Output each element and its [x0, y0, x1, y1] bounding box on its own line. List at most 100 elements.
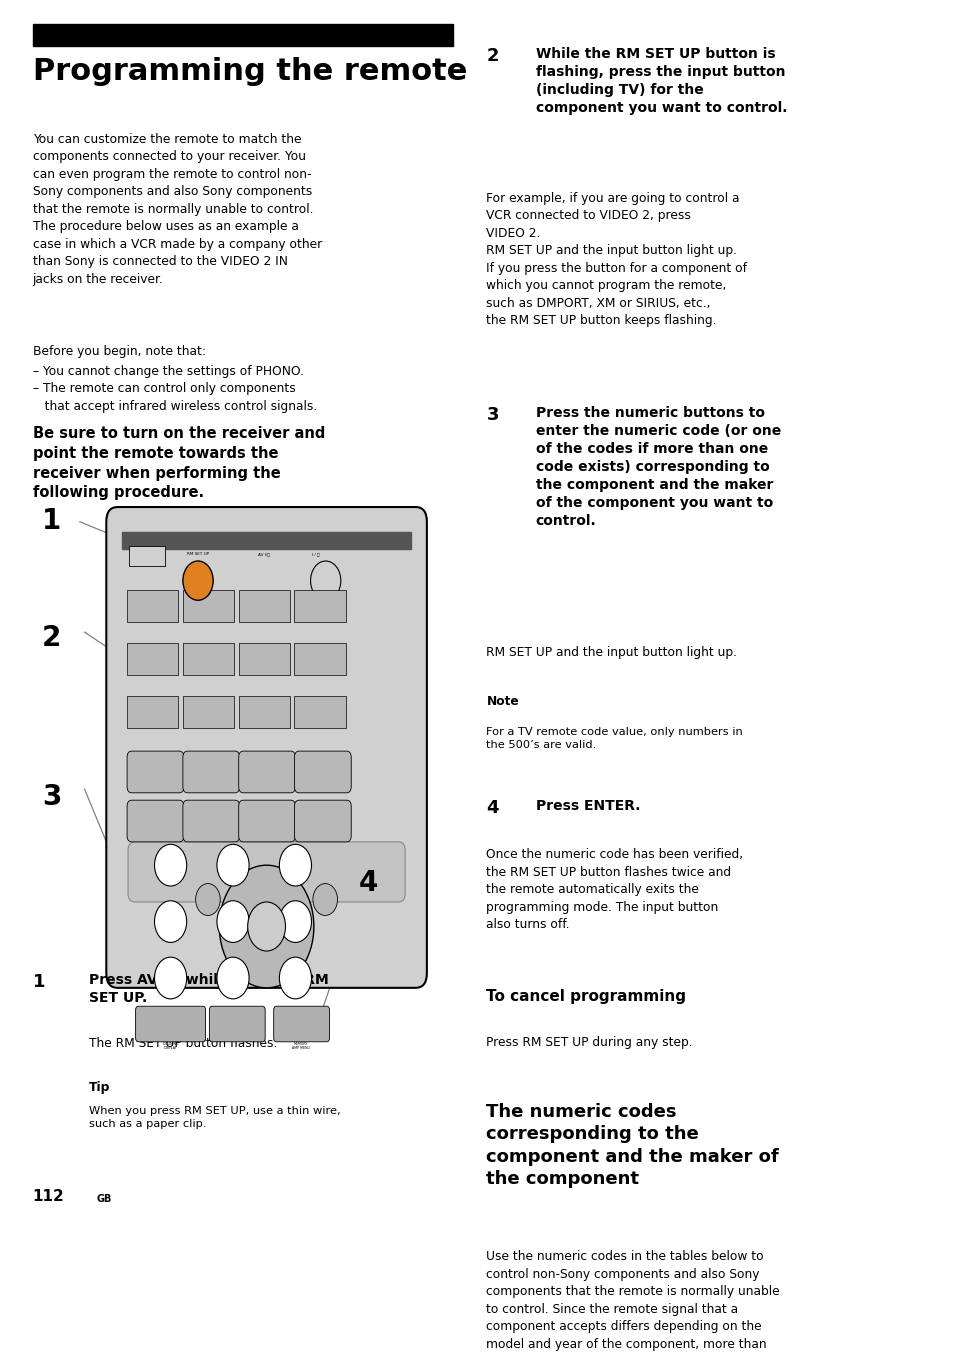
Text: 4: 4: [486, 799, 498, 817]
Bar: [294, 696, 345, 727]
Bar: [122, 531, 411, 549]
Text: For a TV remote code value, only numbers in
the 500’s are valid.: For a TV remote code value, only numbers…: [486, 726, 742, 750]
Bar: [183, 696, 233, 727]
Bar: [127, 644, 178, 675]
Text: 1: 1: [168, 861, 173, 869]
Text: 1: 1: [32, 973, 45, 991]
Text: Be sure to turn on the receiver and
point the remote towards the
receiver when p: Be sure to turn on the receiver and poin…: [32, 426, 325, 500]
FancyBboxPatch shape: [106, 507, 426, 988]
Text: 2: 2: [486, 47, 498, 65]
Text: Press AV I/⏽ while pressing RM
SET UP.: Press AV I/⏽ while pressing RM SET UP.: [90, 973, 329, 1005]
Bar: [294, 591, 345, 622]
Text: D.TUNING
DISPLAY: D.TUNING DISPLAY: [162, 1042, 178, 1051]
Text: HDMI 3: HDMI 3: [314, 710, 326, 714]
Text: SYSTEM
VIDEO 3: SYSTEM VIDEO 3: [256, 602, 272, 611]
Circle shape: [154, 900, 187, 942]
Text: For example, if you are going to control a
VCR connected to VIDEO 2, press
VIDEO: For example, if you are going to control…: [486, 192, 746, 327]
Text: HDMI 2: HDMI 2: [257, 710, 271, 714]
Text: Programming the remote: Programming the remote: [32, 57, 466, 87]
FancyBboxPatch shape: [127, 800, 184, 842]
FancyBboxPatch shape: [238, 752, 295, 792]
Text: MULTI IN
VIDEO 2: MULTI IN VIDEO 2: [200, 602, 216, 611]
FancyBboxPatch shape: [135, 1006, 206, 1042]
Text: 2: 2: [42, 623, 61, 652]
Circle shape: [154, 845, 187, 886]
Text: MEMORY
AMP MENU: MEMORY AMP MENU: [292, 1042, 310, 1051]
Circle shape: [183, 561, 213, 600]
Circle shape: [311, 561, 340, 600]
Text: GB: GB: [97, 1194, 112, 1203]
Text: RM SET UP: RM SET UP: [187, 552, 209, 556]
Text: STANDBY
DVD/BD: STANDBY DVD/BD: [312, 602, 328, 611]
Text: TEST
TONE: TEST TONE: [262, 768, 272, 776]
Bar: [238, 591, 290, 622]
Text: 5: 5: [230, 917, 235, 926]
FancyBboxPatch shape: [183, 800, 239, 842]
Text: MOVIE: MOVIE: [261, 819, 273, 823]
FancyBboxPatch shape: [294, 752, 351, 792]
Text: PHONO
VIDEO 1: PHONO VIDEO 1: [145, 602, 160, 611]
Text: While the RM SET UP button is
flashing, press the input button
(including TV) fo: While the RM SET UP button is flashing, …: [535, 47, 786, 115]
Text: 2CH/
A.DIRECT: 2CH/ A.DIRECT: [147, 817, 164, 825]
Bar: [294, 644, 345, 675]
Circle shape: [248, 902, 285, 950]
Text: DMPORT: DMPORT: [145, 710, 160, 714]
Text: AV I/⏽: AV I/⏽: [258, 552, 270, 556]
Text: – You cannot change the settings of PHONO.
– The remote can control only compone: – You cannot change the settings of PHON…: [32, 365, 316, 412]
Text: 8: 8: [230, 973, 235, 983]
Text: To cancel programming: To cancel programming: [486, 990, 686, 1005]
Text: 0/10: 0/10: [232, 1022, 241, 1026]
Text: ◄: ◄: [236, 923, 240, 929]
Text: SLEEP: SLEEP: [206, 769, 216, 773]
Text: XM
TUNER: XM TUNER: [314, 654, 326, 664]
Text: MD/TAPE: MD/TAPE: [200, 657, 216, 661]
FancyBboxPatch shape: [238, 800, 295, 842]
Circle shape: [216, 900, 249, 942]
Text: SIRIUS
SA-CD/CD: SIRIUS SA-CD/CD: [255, 654, 273, 664]
FancyBboxPatch shape: [209, 1006, 265, 1042]
Text: SHIFT: SHIFT: [151, 769, 160, 773]
Bar: [127, 696, 178, 727]
FancyBboxPatch shape: [127, 752, 184, 792]
Text: Tip: Tip: [90, 1082, 111, 1094]
Circle shape: [279, 845, 312, 886]
Text: You can customize the remote to match the
components connected to your receiver.: You can customize the remote to match th…: [32, 132, 321, 287]
Text: Press the numeric buttons to
enter the numeric code (or one
of the codes if more: Press the numeric buttons to enter the n…: [535, 407, 781, 527]
FancyBboxPatch shape: [274, 1006, 329, 1042]
Text: Note: Note: [486, 695, 518, 707]
Text: 2: 2: [230, 861, 235, 869]
Text: 3: 3: [486, 407, 498, 425]
Text: Once the numeric code has been verified,
the RM SET UP button flashes twice and
: Once the numeric code has been verified,…: [486, 848, 742, 932]
Text: HDMI 1: HDMI 1: [202, 710, 214, 714]
Text: ►: ►: [293, 923, 296, 929]
Text: 7: 7: [168, 973, 173, 983]
Text: TV: TV: [144, 553, 150, 558]
Text: 3: 3: [42, 783, 61, 811]
FancyBboxPatch shape: [294, 800, 351, 842]
Text: 9: 9: [293, 973, 298, 983]
Text: TV
SAT/CATV: TV SAT/CATV: [144, 654, 161, 664]
Text: The numeric codes
corresponding to the
component and the maker of
the component: The numeric codes corresponding to the c…: [486, 1103, 779, 1187]
Text: 6: 6: [293, 917, 298, 926]
Text: Press ENTER.: Press ENTER.: [535, 799, 639, 813]
Bar: [183, 644, 233, 675]
Text: ENTER: ENTER: [294, 1022, 309, 1026]
Text: ▲: ▲: [264, 887, 268, 892]
Text: MUSIC: MUSIC: [316, 819, 329, 823]
Circle shape: [219, 865, 314, 988]
Text: When you press RM SET UP, use a thin wire,
such as a paper clip.: When you press RM SET UP, use a thin wir…: [90, 1106, 340, 1129]
Text: Use the numeric codes in the tables below to
control non-Sony components and als: Use the numeric codes in the tables belo…: [486, 1251, 780, 1351]
Text: 112: 112: [32, 1188, 64, 1203]
Circle shape: [195, 884, 220, 915]
Bar: [129, 546, 165, 566]
Circle shape: [154, 957, 187, 999]
Text: ▼: ▼: [264, 961, 268, 965]
Text: 4: 4: [168, 917, 173, 926]
Text: A.F.D.: A.F.D.: [206, 819, 216, 823]
Text: AMP: AMP: [318, 769, 326, 773]
Bar: [127, 591, 178, 622]
Text: Before you begin, note that:: Before you begin, note that:: [32, 345, 205, 358]
Circle shape: [216, 845, 249, 886]
Circle shape: [279, 957, 312, 999]
Text: 4: 4: [358, 869, 377, 896]
